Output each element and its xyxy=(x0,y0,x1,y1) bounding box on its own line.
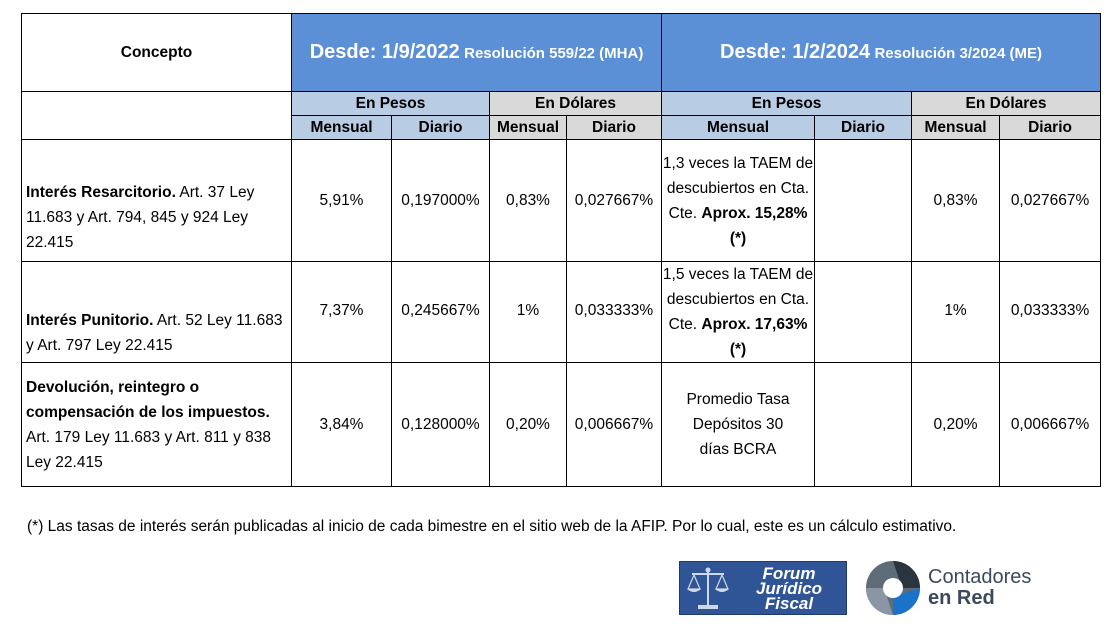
concept-title: Devolución, reintegro o compensación de … xyxy=(26,378,270,421)
forum-logo-text: Forum Jurídico Fiscal xyxy=(736,563,846,613)
forum-juridico-fiscal-logo: Forum Jurídico Fiscal xyxy=(679,561,847,615)
forum-logo-line1: Forum xyxy=(762,563,816,583)
p2-dol-mensual: 0,83% xyxy=(911,139,1001,262)
p2-dol-diario: 0,027667% xyxy=(999,139,1102,262)
concept-legal-ref: Art. 179 Ley 11.683 y Art. 811 y 838 Ley… xyxy=(26,428,272,471)
contadores-logo-text: Contadores en Red xyxy=(928,567,1031,609)
p2-pesos-mensual: 1,5 veces la TAEM de descubiertos en Cta… xyxy=(661,261,816,363)
p1-dol-mensual-header: Mensual xyxy=(489,115,567,140)
p1-pesos-diario: 0,197000% xyxy=(391,139,490,262)
period-2022-date: Desde: 1/9/2022 xyxy=(309,41,460,63)
p1-dolares-header: En Dólares xyxy=(488,91,663,116)
p1-dol-mensual: 1% xyxy=(489,261,567,363)
concept-title: Interés Resarcitorio. xyxy=(26,184,176,201)
table-row: Interés Punitorio. Art. 52 Ley 11.683 y … xyxy=(21,261,1102,363)
contadores-logo-line2: en Red xyxy=(928,587,995,609)
period-2024-resolution: Resolución 3/2024 (ME) xyxy=(874,45,1043,62)
period-2024-date: Desde: 1/2/2024 xyxy=(720,41,871,63)
concept-cell: Interés Resarcitorio. Art. 37 Ley 11.683… xyxy=(21,139,292,262)
concept-legal-ref: Art. 52 Ley 11.683 y Art. 797 Ley 22.415 xyxy=(26,312,283,354)
p2-dol-mensual: 0,20% xyxy=(911,362,1001,487)
concept-cell: Interés Punitorio. Art. 52 Ley 11.683 y … xyxy=(21,261,292,363)
taem-text: Promedio Tasa Depósitos 30 días BCRA xyxy=(686,391,790,458)
concept-title: Interés Punitorio. xyxy=(26,312,154,329)
p1-pesos-mensual: 5,91% xyxy=(291,139,392,262)
p2-pesos-mensual: Promedio Tasa Depósitos 30 días BCRA xyxy=(661,362,816,487)
p1-dol-diario: 0,027667% xyxy=(565,139,663,262)
footnote: (*) Las tasas de interés serán publicada… xyxy=(27,518,957,535)
taem-aprox: Aprox. 15,28% (*) xyxy=(701,204,808,247)
period-2022-header: Desde: 1/9/2022 Resolución 559/22 (MHA) xyxy=(290,13,663,92)
interest-rates-table: Concepto Desde: 1/9/2022 Resolución 559/… xyxy=(21,13,1102,487)
period-2022-resolution: Resolución 559/22 (MHA) xyxy=(464,45,644,62)
contadores-logo-line1: Contadores xyxy=(928,566,1032,588)
table-row: Interés Resarcitorio. Art. 37 Ley 11.683… xyxy=(21,139,1102,262)
contadores-aperture-icon xyxy=(866,561,920,615)
p1-dol-mensual: 0,20% xyxy=(489,362,567,487)
p2-dolares-header: En Dólares xyxy=(911,91,1102,116)
p2-pesos-mensual: 1,3 veces la TAEM de descubiertos en Cta… xyxy=(661,139,816,262)
taem-text: 1,5 veces la TAEM de descubiertos en Cta… xyxy=(662,266,814,333)
p2-dol-mensual: 1% xyxy=(911,261,1001,363)
p2-pesos-mensual-header: Mensual xyxy=(661,115,816,140)
contadores-en-red-logo: Contadores en Red xyxy=(864,559,1044,617)
scales-of-justice-icon xyxy=(687,567,729,609)
p2-pesos-header: En Pesos xyxy=(661,91,913,116)
p1-pesos-diario: 0,245667% xyxy=(391,261,490,363)
concept-legal-ref: Art. 37 Ley 11.683 y Art. 794, 845 y 924… xyxy=(26,184,255,251)
p1-dol-diario: 0,006667% xyxy=(565,362,663,487)
p2-dol-diario-header: Diario xyxy=(999,115,1102,140)
p2-pesos-diario xyxy=(814,362,913,487)
p2-dol-diario: 0,033333% xyxy=(999,261,1102,363)
forum-logo-line2: Jurídico xyxy=(755,578,823,598)
p1-pesos-header: En Pesos xyxy=(291,91,490,116)
p2-dol-mensual-header: Mensual xyxy=(911,115,1001,140)
p2-pesos-diario xyxy=(814,139,913,262)
p1-dol-diario: 0,033333% xyxy=(565,261,663,363)
table-row: Devolución, reintegro o compensación de … xyxy=(21,362,1102,487)
p1-pesos-diario-header: Diario xyxy=(391,115,490,140)
concept-cell: Devolución, reintegro o compensación de … xyxy=(21,362,292,487)
p1-pesos-mensual-header: Mensual xyxy=(291,115,392,140)
p1-pesos-mensual: 3,84% xyxy=(291,362,392,487)
period-2024-header: Desde: 1/2/2024 Resolución 3/2024 (ME) xyxy=(661,13,1102,92)
concept-header: Concepto xyxy=(21,13,292,92)
taem-text: 1,3 veces la TAEM de descubiertos en Cta… xyxy=(662,154,814,222)
taem-aprox: Aprox. 17,63% (*) xyxy=(701,316,808,358)
p1-pesos-diario: 0,128000% xyxy=(391,362,490,487)
p1-dol-mensual: 0,83% xyxy=(489,139,567,262)
forum-logo-line3: Fiscal xyxy=(764,593,814,613)
p1-pesos-mensual: 7,37% xyxy=(291,261,392,363)
p2-pesos-diario xyxy=(814,261,913,363)
concept-header-blank xyxy=(21,91,292,140)
p1-dol-diario-header: Diario xyxy=(565,115,663,140)
p2-pesos-diario-header: Diario xyxy=(814,115,913,140)
p2-dol-diario: 0,006667% xyxy=(999,362,1102,487)
